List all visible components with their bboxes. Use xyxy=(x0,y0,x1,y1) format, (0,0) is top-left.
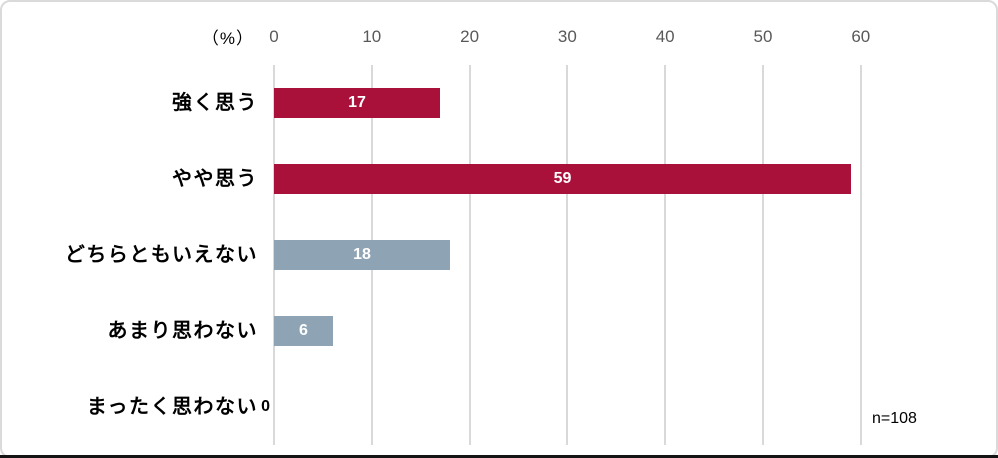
sample-size-label: n=108 xyxy=(872,410,917,427)
bar-value-label: 59 xyxy=(553,170,572,187)
x-axis-tick-label: 40 xyxy=(655,27,675,46)
gridline xyxy=(566,65,569,445)
x-axis-tick-label: 0 xyxy=(269,27,279,46)
category-label: 強く思う xyxy=(172,92,258,114)
bar: 18 xyxy=(274,240,450,270)
bar-value-label: 17 xyxy=(348,94,366,111)
x-axis-tick-label: 10 xyxy=(362,27,382,46)
gridline xyxy=(664,65,667,445)
category-label: あまり思わない xyxy=(107,320,258,342)
bar: 6 xyxy=(274,316,333,346)
bottom-border-line xyxy=(0,455,998,458)
gridline xyxy=(468,65,471,445)
x-axis-tick-label: 60 xyxy=(851,27,871,46)
category-label: まったく思わない xyxy=(86,396,258,418)
category-label: やや思う xyxy=(172,168,258,190)
bar: 17 xyxy=(274,88,440,118)
axis-unit-label: （%） xyxy=(201,29,254,48)
bar-value-label-zero: 0 xyxy=(261,398,270,415)
gridline xyxy=(762,65,764,445)
x-axis-tick-label: 30 xyxy=(557,27,577,46)
bar-value-label: 18 xyxy=(353,246,371,263)
bar-value-label: 6 xyxy=(299,322,308,339)
gridline xyxy=(859,65,862,445)
bar: 59 xyxy=(274,164,851,194)
x-axis-tick-label: 50 xyxy=(753,27,773,46)
category-label: どちらともいえない xyxy=(64,244,258,266)
x-axis-tick-label: 20 xyxy=(460,27,480,46)
